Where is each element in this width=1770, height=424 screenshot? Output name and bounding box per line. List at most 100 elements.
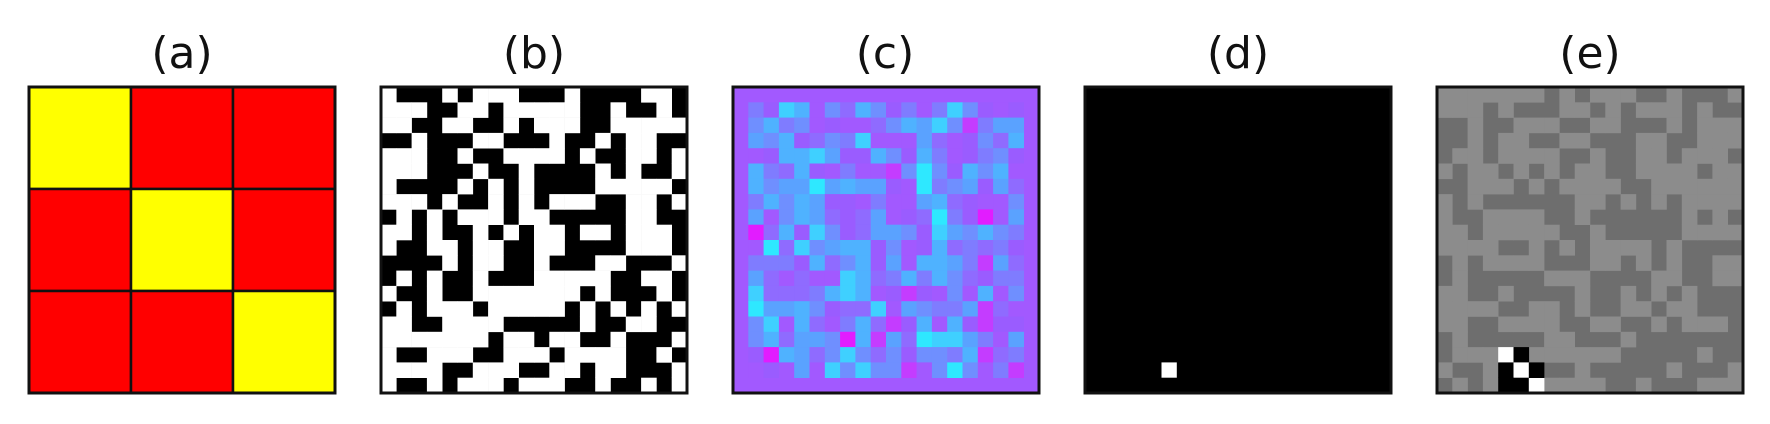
panel-b-cell (518, 301, 535, 317)
panel-e-cell (1528, 117, 1545, 134)
panel-c-cell (748, 209, 764, 225)
panel-b-cell (457, 209, 474, 225)
panel-e-cell (1681, 209, 1698, 225)
panel-b-cell (564, 117, 581, 134)
panel-c-cell (809, 102, 826, 118)
panel-c-cell (993, 285, 1009, 302)
panel-b-cell (641, 377, 657, 394)
panel-e-cell (1635, 240, 1652, 256)
panel-b-cell (472, 87, 489, 103)
panel-c-cell (870, 163, 887, 180)
panel-c-cell (916, 132, 933, 149)
panel-b-cell (549, 132, 565, 149)
panel-c-cell (748, 255, 764, 271)
panel-c-cell (809, 301, 826, 317)
panel-b-frame (379, 85, 689, 395)
panel-e-cell (1482, 178, 1499, 195)
panel-b-cell (641, 178, 657, 195)
panel-c-cell (840, 209, 856, 225)
panel-b-cell (457, 148, 474, 164)
panel-c-cell (901, 163, 917, 180)
panel-b-cell (472, 331, 489, 348)
panel-c-cell (870, 102, 887, 118)
panel-b-cell (549, 362, 565, 378)
panel-c-cell (993, 102, 1009, 118)
panel-b-cell (625, 148, 642, 164)
panel-e-cell (1727, 163, 1744, 180)
panel-c-cell (824, 132, 841, 149)
panel-e-cell (1528, 316, 1545, 333)
panel-b-cell (641, 148, 657, 164)
panel-c-cell (794, 270, 810, 287)
panel-c-cell (763, 132, 780, 149)
panel-e-cell (1498, 285, 1514, 302)
panel-b-cell (595, 362, 611, 378)
panel-e-cell (1482, 163, 1499, 180)
panel-e-cell (1712, 270, 1728, 287)
panel-e-cell (1681, 194, 1698, 210)
panel-c-cell (931, 148, 948, 164)
panel-c-cell (901, 331, 917, 348)
panel-c-cell (886, 362, 902, 378)
panel-c-cell (855, 148, 871, 164)
panel-b-cell (534, 285, 550, 302)
panel-c-cell (794, 224, 810, 241)
panel-c-cell (778, 117, 795, 134)
panel-b-cell (564, 347, 581, 363)
panel-e-cell (1452, 148, 1468, 164)
panel-c-cell (778, 270, 795, 287)
panel-c-cell (763, 117, 780, 134)
panel-c-cell (748, 194, 764, 210)
panel-c-cell (977, 117, 994, 134)
panel-e-cell (1452, 285, 1468, 302)
panel-e-cell (1620, 285, 1637, 302)
panel-c-cell (931, 240, 948, 256)
panel-e-cell (1544, 117, 1560, 134)
panel-b-cell (381, 224, 397, 241)
panel-c-cell (840, 285, 856, 302)
panel-c-cell (763, 331, 780, 348)
panel-c-cell (763, 255, 780, 271)
panel-c-cell (886, 117, 902, 134)
panel-c-cell (947, 301, 963, 317)
panel-e-cell (1467, 117, 1484, 134)
panel-b-cell (488, 255, 504, 271)
panel-c-cell (993, 316, 1009, 333)
panel-e-cell (1727, 270, 1744, 287)
panel-c-cell (794, 301, 810, 317)
panel-e-cell (1681, 163, 1698, 180)
panel-c-cell (977, 224, 994, 241)
panel-c-cell (824, 362, 841, 378)
panel-c-cell (886, 163, 902, 180)
panel-b-cell (610, 301, 627, 317)
panel-c-cell (1008, 148, 1024, 164)
panel-b-cell (518, 209, 535, 225)
panel-e-cell (1437, 285, 1453, 302)
panel-b-cell (625, 240, 642, 256)
panel-c-cell (901, 362, 917, 378)
panel-c-cell (855, 224, 871, 241)
panel-c-cell (886, 194, 902, 210)
panel-b-cell (610, 102, 627, 118)
panel-c-cell (824, 148, 841, 164)
panel-b-cell (396, 148, 412, 164)
panel-b-cell (625, 178, 642, 195)
panel-e-cell (1513, 224, 1530, 241)
panel-b-cell (503, 224, 519, 241)
panel-c-cell (993, 347, 1009, 363)
panel-e-cell (1681, 224, 1698, 241)
panel-c-cell (947, 240, 963, 256)
panel-b-cell (411, 331, 428, 348)
panel-e-cell (1452, 331, 1468, 348)
panel-b-title: (b) (503, 28, 565, 79)
panel-c-cell (901, 194, 917, 210)
panel-c-cell (916, 270, 933, 287)
panel-b-cell (426, 301, 443, 317)
panel-c-cell (962, 102, 979, 118)
panel-b-cell (488, 301, 504, 317)
panel-b-cell (396, 316, 412, 333)
panel-c-cell (870, 301, 887, 317)
panel-b-cell (641, 87, 657, 103)
panel-c-cell (778, 285, 795, 302)
panel-b-cell (564, 87, 581, 103)
